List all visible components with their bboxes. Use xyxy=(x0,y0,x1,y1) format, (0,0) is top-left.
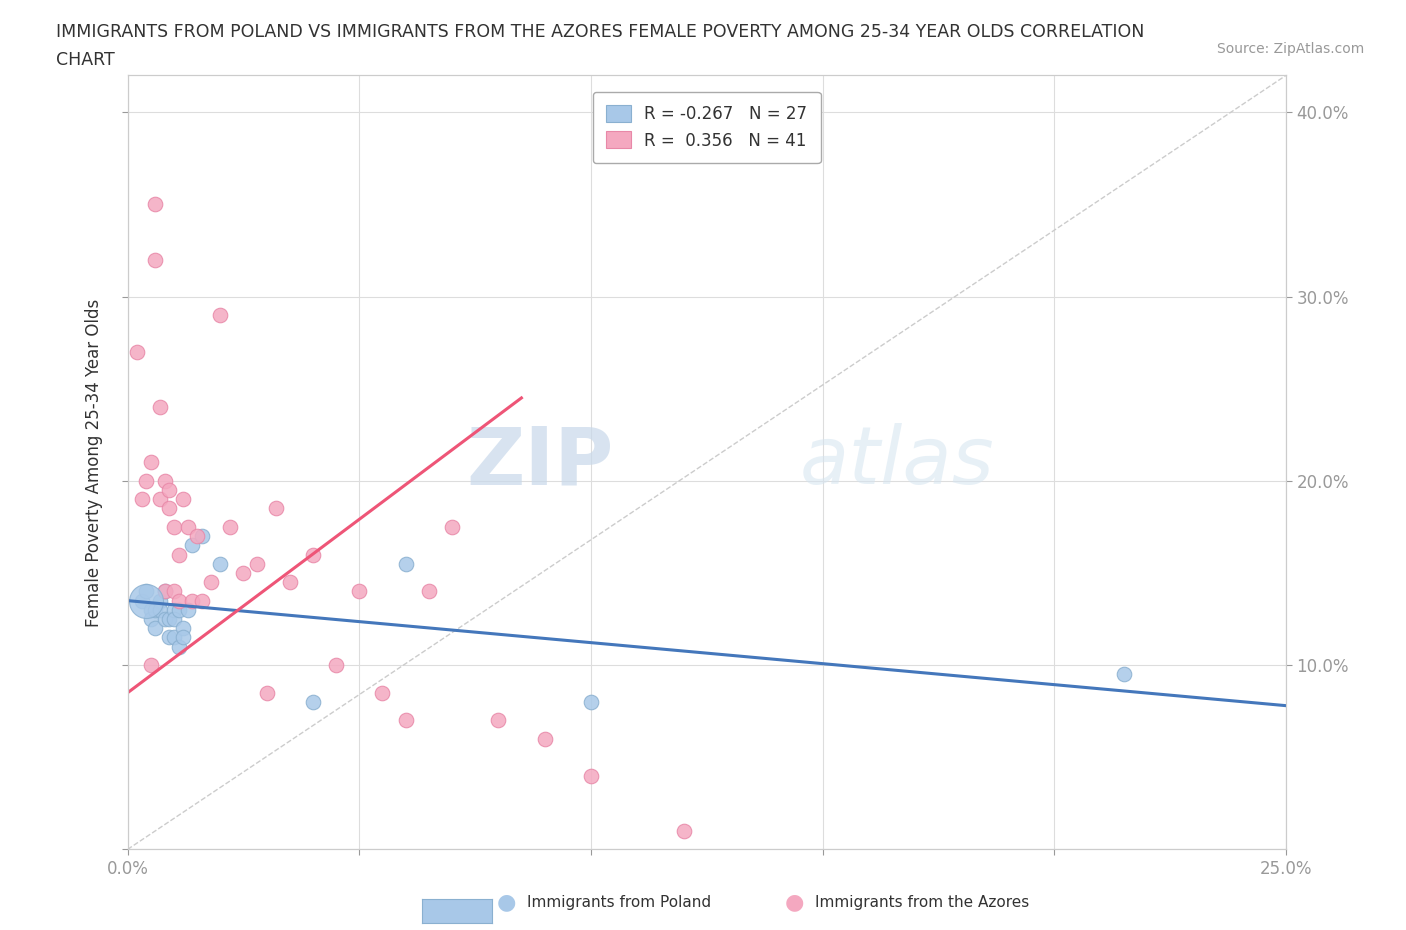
Point xyxy=(218,520,240,535)
Point xyxy=(278,575,301,590)
Point xyxy=(157,630,180,644)
Point xyxy=(163,584,186,599)
Point xyxy=(232,565,254,580)
Point xyxy=(167,547,190,562)
Point xyxy=(440,520,463,535)
Point xyxy=(533,731,555,746)
Point xyxy=(145,252,167,267)
Point xyxy=(135,473,157,488)
Point xyxy=(186,528,208,543)
Point xyxy=(157,501,180,516)
Text: Immigrants from the Azores: Immigrants from the Azores xyxy=(815,895,1029,910)
Point xyxy=(153,584,176,599)
Point xyxy=(135,593,157,608)
Text: ZIP: ZIP xyxy=(467,423,614,501)
Point xyxy=(135,584,157,599)
Point xyxy=(200,575,222,590)
Point xyxy=(190,528,212,543)
Point xyxy=(246,556,269,571)
Point xyxy=(209,556,232,571)
Point xyxy=(181,538,204,552)
Point xyxy=(579,768,602,783)
Text: IMMIGRANTS FROM POLAND VS IMMIGRANTS FROM THE AZORES FEMALE POVERTY AMONG 25-34 : IMMIGRANTS FROM POLAND VS IMMIGRANTS FRO… xyxy=(56,23,1144,41)
Point xyxy=(139,658,162,672)
Point xyxy=(139,455,162,470)
Point xyxy=(1112,667,1135,682)
Point xyxy=(145,197,167,212)
Point xyxy=(172,621,194,636)
Text: ●: ● xyxy=(496,892,516,912)
Text: Immigrants from Poland: Immigrants from Poland xyxy=(527,895,711,910)
Point xyxy=(394,713,416,728)
Text: atlas: atlas xyxy=(800,423,994,501)
Point xyxy=(153,584,176,599)
Text: CHART: CHART xyxy=(56,51,115,69)
Y-axis label: Female Poverty Among 25-34 Year Olds: Female Poverty Among 25-34 Year Olds xyxy=(86,299,103,627)
Point xyxy=(163,603,186,618)
Point xyxy=(394,556,416,571)
Point xyxy=(371,685,394,700)
Point xyxy=(209,308,232,323)
Point xyxy=(190,593,212,608)
Point xyxy=(181,593,204,608)
Point xyxy=(172,630,194,644)
Point xyxy=(153,612,176,627)
Point xyxy=(149,603,172,618)
Legend: R = -0.267   N = 27, R =  0.356   N = 41: R = -0.267 N = 27, R = 0.356 N = 41 xyxy=(593,91,821,163)
Point xyxy=(163,520,186,535)
Point xyxy=(157,483,180,498)
Point xyxy=(167,603,190,618)
Point xyxy=(264,501,287,516)
Point xyxy=(167,593,190,608)
Point xyxy=(302,547,325,562)
Point xyxy=(672,824,695,839)
Point xyxy=(163,612,186,627)
Point xyxy=(167,639,190,654)
Point xyxy=(177,603,200,618)
Point xyxy=(149,593,172,608)
Point xyxy=(325,658,347,672)
Point xyxy=(256,685,278,700)
Point xyxy=(177,520,200,535)
Point xyxy=(349,584,371,599)
Point xyxy=(125,344,148,359)
Point xyxy=(145,621,167,636)
Point xyxy=(131,492,153,507)
Point xyxy=(579,695,602,710)
Point xyxy=(149,492,172,507)
Point xyxy=(139,603,162,618)
Point xyxy=(418,584,440,599)
Point xyxy=(145,603,167,618)
Point xyxy=(163,630,186,644)
Point xyxy=(172,492,194,507)
Point xyxy=(131,593,153,608)
Point xyxy=(153,473,176,488)
Point xyxy=(486,713,509,728)
Point xyxy=(149,400,172,415)
Point xyxy=(157,612,180,627)
Point xyxy=(302,695,325,710)
Text: Source: ZipAtlas.com: Source: ZipAtlas.com xyxy=(1216,42,1364,56)
Text: ●: ● xyxy=(785,892,804,912)
Point xyxy=(139,612,162,627)
